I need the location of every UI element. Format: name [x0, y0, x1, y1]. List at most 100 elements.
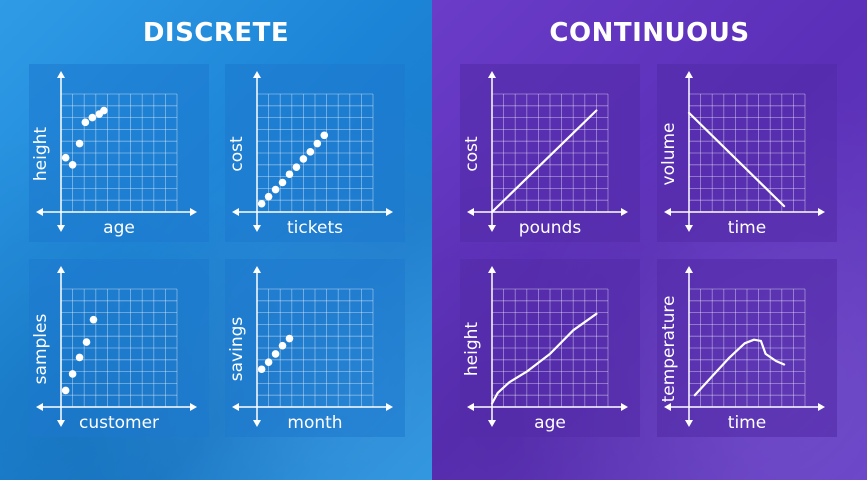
data-point: [257, 365, 266, 374]
x-axis-label: tickets: [287, 218, 343, 238]
data-point: [285, 170, 294, 179]
y-axis-arrow-up: [57, 266, 65, 273]
y-axis-arrow-down: [685, 225, 693, 232]
data-point: [278, 178, 287, 187]
data-point: [75, 139, 84, 148]
data-point: [320, 131, 329, 140]
y-axis-label: temperature: [659, 295, 679, 403]
data-point: [68, 161, 77, 169]
data-point: [306, 148, 315, 156]
y-axis-arrow-down: [488, 420, 496, 427]
x-axis-arrow-left: [232, 403, 239, 411]
x-axis-arrow-right: [818, 403, 825, 411]
grid: [256, 288, 374, 408]
data-point: [88, 113, 97, 122]
grid: [60, 288, 178, 408]
y-axis-arrow-down: [685, 420, 693, 427]
grid: [688, 93, 806, 213]
chart-height-age: [36, 71, 197, 232]
y-axis-arrow-up: [253, 266, 261, 273]
data-line: [693, 338, 786, 397]
chart-panel-cost-tickets: cost tickets: [225, 64, 405, 242]
x-axis-arrow-left: [36, 403, 43, 411]
chart-panel-volume-time: volume time: [657, 64, 837, 242]
x-axis-arrow-left: [232, 208, 239, 216]
data-point: [82, 338, 91, 346]
chart-volume-time: [664, 71, 825, 232]
data-point: [285, 334, 294, 343]
chart-panel-temperature-time: temperature time: [657, 259, 837, 437]
y-axis-arrow-down: [253, 420, 261, 427]
y-axis-label: samples: [31, 313, 51, 385]
data-point: [257, 199, 266, 208]
chart-panel-savings-month: savings month: [225, 259, 405, 437]
y-axis-arrow-up: [685, 71, 693, 78]
x-axis-label: pounds: [518, 218, 582, 238]
discrete-heading: DISCRETE: [142, 18, 290, 48]
data-point: [100, 106, 108, 115]
data-point: [75, 353, 84, 362]
x-axis-arrow-right: [621, 208, 628, 216]
x-axis-arrow-right: [190, 208, 197, 216]
y-axis-label: height: [31, 126, 51, 182]
y-axis-arrow-up: [685, 266, 693, 273]
data-point: [292, 163, 301, 171]
y-axis-arrow-up: [488, 266, 496, 273]
data-point: [81, 118, 90, 127]
data-point: [278, 341, 287, 350]
y-axis-arrow-up: [488, 71, 496, 78]
grid: [688, 288, 806, 408]
x-axis-arrow-left: [36, 208, 43, 216]
data-point: [271, 185, 280, 194]
data-point: [299, 155, 308, 163]
data-line: [490, 109, 598, 214]
y-axis-label: savings: [227, 316, 247, 382]
y-axis-arrow-up: [57, 71, 65, 78]
y-axis-label: cost: [227, 136, 247, 172]
continuous-heading: CONTINUOUS: [549, 18, 750, 48]
chart-height-age-continuous: [467, 266, 628, 427]
chart-temperature-time: [664, 266, 825, 427]
data-line: [490, 312, 598, 405]
data-line: [687, 111, 786, 208]
x-axis-label: month: [287, 413, 343, 433]
chart-samples-customer: [36, 266, 197, 427]
y-axis-arrow-down: [488, 225, 496, 232]
x-axis-label: age: [103, 218, 135, 238]
y-axis-arrow-down: [253, 225, 261, 232]
x-axis-arrow-left: [664, 208, 671, 216]
data-point: [264, 192, 273, 201]
x-axis-arrow-left: [664, 403, 671, 411]
y-axis-label: height: [462, 321, 482, 377]
y-axis-arrow-down: [57, 420, 65, 427]
data-point: [271, 350, 280, 358]
chart-panel-height-age: height age: [29, 64, 209, 242]
x-axis-arrow-right: [386, 208, 393, 216]
data-point: [313, 139, 322, 148]
x-axis-label: customer: [78, 413, 160, 433]
data-point: [61, 386, 70, 395]
x-axis-label: time: [727, 413, 767, 433]
x-axis-arrow-right: [190, 403, 197, 411]
y-axis-label: cost: [462, 136, 482, 172]
x-axis-label: time: [727, 218, 767, 238]
grid: [60, 93, 178, 213]
chart-panel-height-age-continuous: height age: [460, 259, 640, 437]
grid: [491, 288, 609, 408]
chart-panel-samples-customer: samples customer: [29, 259, 209, 437]
data-point: [264, 358, 273, 366]
y-axis-arrow-up: [253, 71, 261, 78]
x-axis-arrow-left: [467, 208, 474, 216]
x-axis-arrow-right: [386, 403, 393, 411]
x-axis-arrow-left: [467, 403, 474, 411]
grid: [256, 93, 374, 213]
data-point: [61, 153, 70, 162]
chart-panel-cost-pounds: cost pounds: [460, 64, 640, 242]
data-point: [89, 315, 98, 324]
x-axis-arrow-right: [621, 403, 628, 411]
data-point: [68, 370, 77, 378]
chart-savings-month: [232, 266, 393, 427]
chart-cost-tickets: [232, 71, 393, 232]
x-axis-label: age: [534, 413, 566, 433]
chart-cost-pounds: [467, 71, 628, 232]
